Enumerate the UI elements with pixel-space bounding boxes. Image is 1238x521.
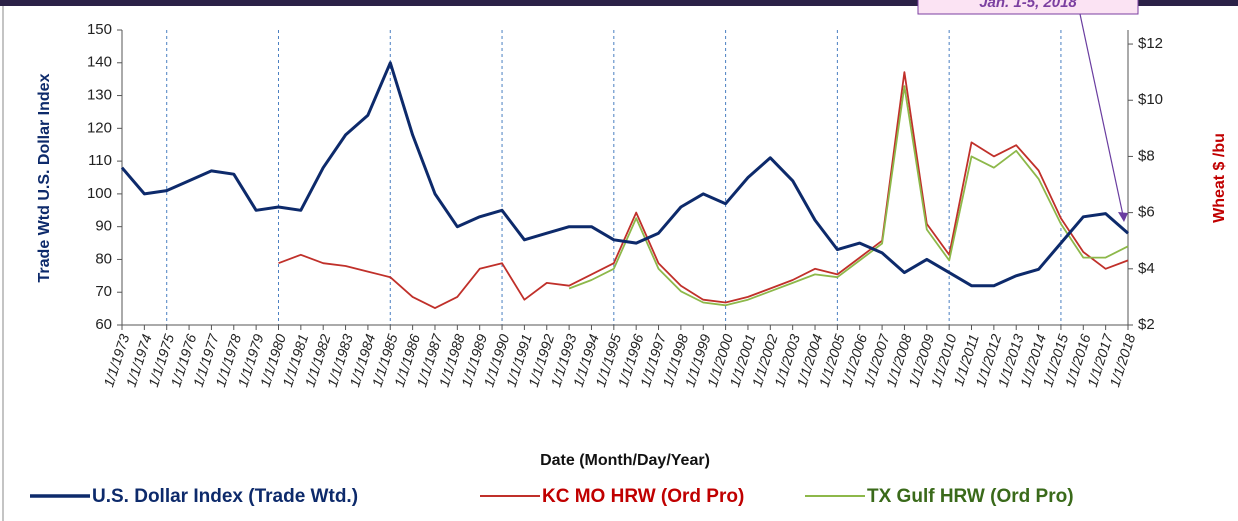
y-tick-label: 130 [87, 87, 112, 104]
y-axis-title: Trade Wtd U.S. Dollar Index [36, 73, 53, 282]
legend-label: KC MO HRW (Ord Pro) [542, 486, 744, 507]
y2-tick-label: $2 [1138, 316, 1155, 333]
y-tick-label: 60 [95, 316, 112, 333]
top-bar [0, 0, 1238, 6]
y-tick-label: 120 [87, 119, 112, 136]
y2-tick-label: $10 [1138, 91, 1163, 108]
annotation-box [917, 0, 1139, 15]
y2-tick-label: $6 [1138, 204, 1155, 221]
y-tick-label: 110 [88, 152, 112, 169]
y2-axis-title: Wheat $ /bu [1211, 133, 1228, 223]
legend-label: U.S. Dollar Index (Trade Wtd.) [92, 486, 358, 507]
y-tick-label: 150 [87, 21, 112, 38]
annotation-arrow [1079, 13, 1125, 221]
y2-tick-label: $8 [1138, 147, 1155, 164]
arrow-head [1118, 212, 1128, 222]
y-tick-label: 80 [95, 250, 112, 267]
y-tick-label: 70 [95, 283, 112, 300]
series-line [568, 85, 1129, 307]
legend-label: TX Gulf HRW (Ord Pro) [867, 486, 1074, 507]
y-tick-label: 140 [87, 54, 112, 71]
y2-tick-label: $12 [1138, 35, 1163, 52]
y-tick-label: 90 [95, 218, 112, 235]
y2-tick-label: $4 [1138, 260, 1155, 277]
x-axis-title: Date (Month/Day/Year) [540, 452, 710, 469]
annotation: Jan. 1-5, 2018 [979, 0, 1077, 11]
y-tick-label: 100 [87, 185, 112, 202]
series-line [278, 71, 1129, 309]
series-line [120, 61, 1129, 288]
